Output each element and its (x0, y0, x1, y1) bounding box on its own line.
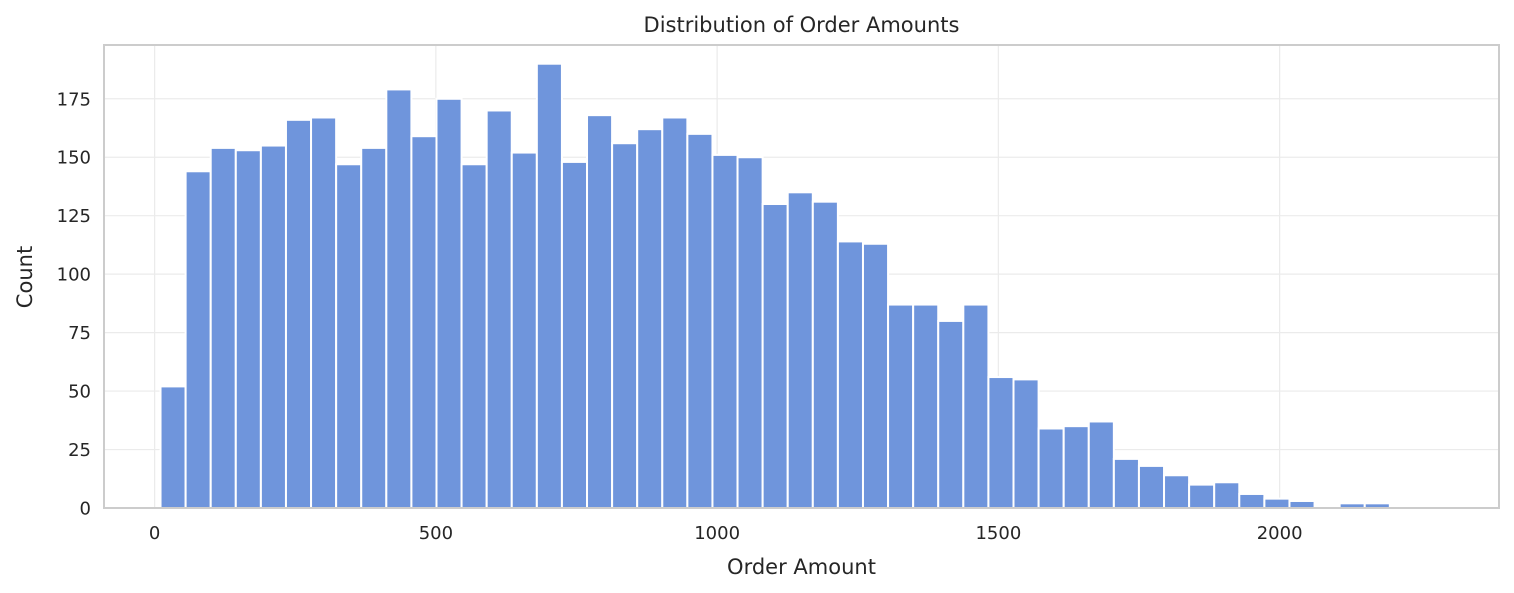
histogram-bar (887, 303, 915, 509)
y-tick-label: 75 (68, 323, 91, 344)
histogram-bar (510, 151, 538, 510)
x-tick-label: 1500 (975, 523, 1021, 544)
histogram-bar (711, 153, 739, 509)
plot-frame (103, 44, 1500, 509)
histogram-bar (535, 62, 563, 510)
histogram-bar (310, 116, 338, 509)
y-tick-label: 150 (57, 148, 91, 169)
histogram-bar (560, 160, 589, 509)
y-tick-label: 0 (80, 499, 91, 520)
histogram-bar (460, 163, 488, 509)
x-tick-label: 2000 (1257, 523, 1303, 544)
y-tick-label: 25 (68, 440, 91, 461)
histogram-bar (937, 319, 965, 509)
histogram-bar (811, 200, 839, 509)
histogram-bar (485, 109, 513, 509)
histogram-bar (1238, 492, 1266, 509)
histogram-bar (1087, 420, 1115, 509)
histogram-bar (1037, 427, 1065, 510)
x-axis-label: Order Amount (727, 555, 876, 579)
chart-title: Distribution of Order Amounts (644, 13, 960, 37)
histogram-bar (360, 146, 388, 509)
y-tick-labels: 0 25 50 75 100 125 150 175 (57, 89, 91, 519)
histogram-bar (1288, 499, 1316, 510)
histogram-bar (410, 135, 438, 510)
histogram-bar (435, 97, 463, 509)
histogram-bar (686, 132, 714, 509)
y-tick-label: 100 (57, 265, 91, 286)
histogram-bar (284, 118, 313, 510)
histogram-bar (661, 116, 689, 509)
histogram-bar (335, 163, 363, 509)
histogram-bar (1112, 457, 1140, 510)
y-tick-label: 50 (68, 382, 91, 403)
x-tick-label: 0 (149, 523, 160, 544)
x-tick-label: 1000 (694, 523, 740, 544)
x-tick-labels: 0 500 1000 1500 2000 (149, 523, 1303, 544)
histogram-bar (1263, 497, 1291, 509)
x-tick-label: 500 (419, 523, 453, 544)
histogram-bar (736, 156, 764, 509)
histogram-bar (1137, 464, 1166, 509)
histogram-bar (761, 203, 789, 509)
histogram-bar (209, 146, 237, 509)
histogram-bar (912, 303, 940, 509)
y-axis-label: Count (13, 246, 37, 308)
histogram-bar (962, 303, 990, 509)
histogram-bar (234, 149, 262, 510)
histogram-bar (1188, 483, 1216, 509)
histogram-bar (786, 191, 814, 509)
histogram-bar (1163, 474, 1191, 510)
histogram-bar (586, 114, 614, 509)
histogram-bar (159, 385, 187, 510)
histogram-bar (1213, 481, 1241, 509)
y-tick-label: 175 (57, 89, 91, 110)
histogram-bar (987, 376, 1015, 509)
histogram-bar (259, 144, 287, 509)
y-tick-label: 125 (57, 206, 91, 227)
histogram-bar (1012, 378, 1040, 509)
histogram-bars (159, 62, 1391, 510)
histogram-bar (385, 88, 413, 509)
histogram-bar (636, 128, 664, 509)
histogram-bar (184, 170, 212, 509)
histogram-bar (611, 142, 639, 509)
histogram-bar (1062, 425, 1090, 509)
histogram-bar (836, 240, 864, 509)
histogram-bar (861, 242, 890, 509)
